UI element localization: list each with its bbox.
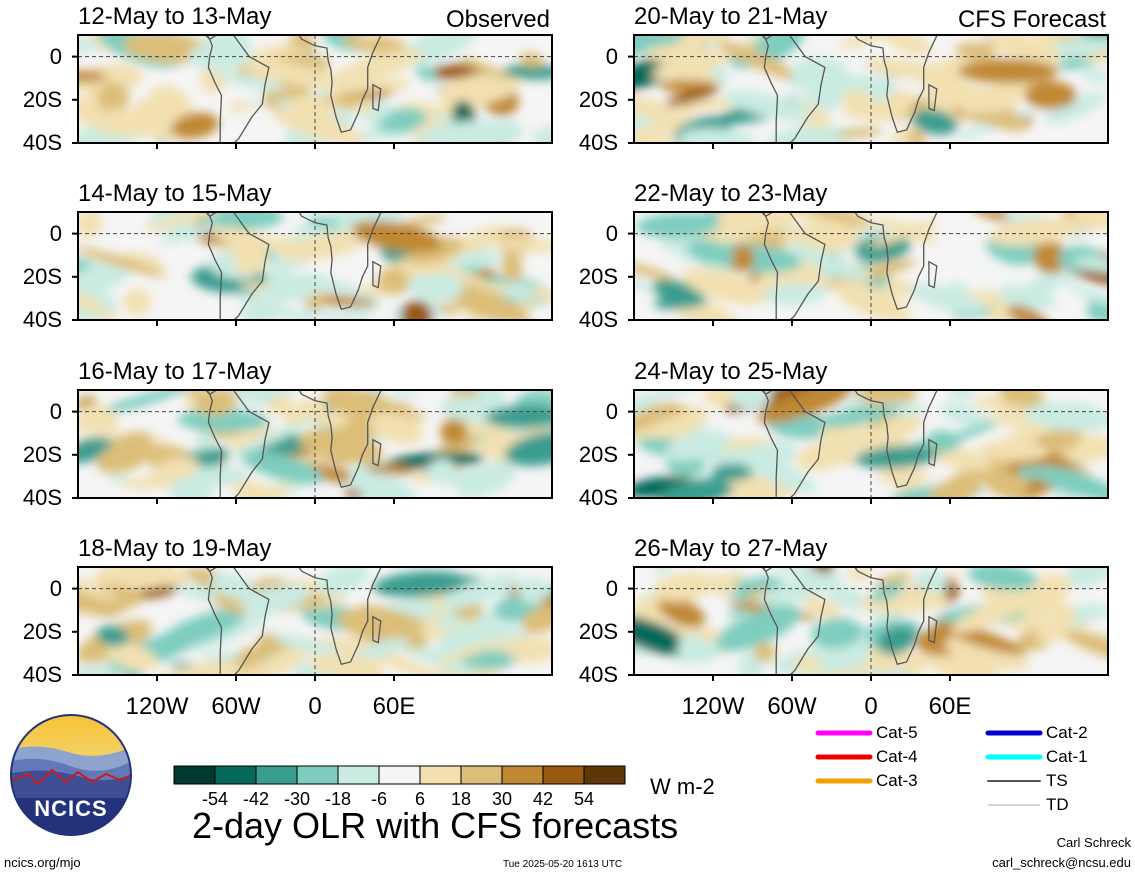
- colorbar-tick-label: -30: [283, 789, 311, 809]
- map-panel: [72, 389, 553, 504]
- footer-author: Carl Schreck: [1056, 835, 1131, 850]
- colorbar-tick-label: -18: [324, 789, 352, 809]
- storm-legend-label: Cat-1: [1046, 747, 1088, 766]
- olr-field: [78, 212, 552, 320]
- y-tick-label: 20S: [578, 618, 618, 644]
- colorbar-swatch: [460, 765, 503, 785]
- colorbar-swatch: [378, 765, 421, 785]
- y-tick-label: 40S: [578, 307, 618, 332]
- x-tick-label: 60E: [372, 693, 416, 720]
- y-tick-label: 20S: [22, 263, 62, 289]
- y-tick-label: 20S: [22, 618, 62, 644]
- y-tick-label: 20S: [22, 86, 62, 112]
- map-panel: [72, 34, 553, 149]
- y-tick-label: 0: [49, 220, 62, 246]
- storm-legend-label: Cat-4: [876, 747, 918, 766]
- colorbar-swatch: [214, 765, 257, 785]
- colorbar-swatch: [296, 765, 339, 785]
- figure-title: 2-day OLR with CFS forecasts: [192, 805, 679, 846]
- y-tick-label: 40S: [578, 485, 618, 510]
- colorbar-tick-label: 42: [532, 789, 554, 809]
- storm-legend-label: Cat-3: [876, 771, 918, 790]
- y-tick-label: 0: [605, 220, 618, 246]
- x-tick-label: 120W: [681, 693, 745, 720]
- y-tick-label: 0: [49, 398, 62, 424]
- y-tick-label: 0: [605, 398, 618, 424]
- storm-legend-label: Cat-2: [1046, 723, 1088, 742]
- colorbar-tick-label: 30: [491, 789, 513, 809]
- colorbar-tick-label: -42: [242, 789, 270, 809]
- map-panel: [628, 211, 1109, 326]
- y-tick-label: 0: [605, 43, 618, 69]
- x-tick-label: 0: [308, 693, 322, 720]
- y-tick-label: 20S: [578, 263, 618, 289]
- storm-legend-label: Cat-5: [876, 723, 918, 742]
- y-tick-label: 40S: [22, 662, 62, 687]
- colorbar-tick-label: 54: [573, 789, 595, 809]
- x-tick-label: 60W: [211, 693, 261, 720]
- y-tick-label: 0: [49, 575, 62, 601]
- x-tick-label: 60W: [767, 693, 817, 720]
- storm-legend-label: TS: [1046, 771, 1068, 790]
- map-panel: [72, 566, 553, 681]
- colorbar-tick-label: 18: [450, 789, 472, 809]
- panel-title: 12-May to 13-May: [78, 3, 272, 30]
- olr-field: [78, 35, 552, 143]
- y-tick-label: 0: [605, 575, 618, 601]
- colorbar-tick-label: 6: [414, 789, 426, 809]
- colorbar-tick-label: -6: [370, 789, 388, 809]
- panel-source-label: Observed: [445, 6, 550, 33]
- panel-title: 26-May to 27-May: [634, 535, 828, 562]
- y-tick-label: 40S: [578, 662, 618, 687]
- x-tick-label: 0: [864, 693, 878, 720]
- colorbar-swatch: [501, 765, 544, 785]
- y-tick-label: 20S: [578, 86, 618, 112]
- logo-text: NCICS: [34, 796, 108, 821]
- colorbar-swatch: [337, 765, 380, 785]
- olr-field: [634, 567, 1108, 675]
- x-tick-label: 60E: [928, 693, 972, 720]
- map-panel: [628, 389, 1109, 504]
- map-panel: [72, 211, 553, 326]
- panel-source-label: CFS Forecast: [957, 6, 1106, 33]
- y-tick-label: 40S: [22, 485, 62, 510]
- olr-field: [634, 212, 1108, 320]
- ncics-logo: NCICS: [8, 712, 134, 838]
- storm-legend-label: TD: [1046, 795, 1069, 814]
- y-tick-label: 40S: [22, 130, 62, 155]
- olr-field: [78, 567, 552, 675]
- colorbar-swatch: [419, 765, 462, 785]
- footer-url: ncics.org/mjo: [4, 855, 81, 870]
- panel-title: 20-May to 21-May: [634, 3, 828, 30]
- x-tick-label: 120W: [125, 693, 189, 720]
- y-tick-label: 40S: [578, 130, 618, 155]
- footer-email: carl_schreck@ncsu.edu: [992, 855, 1131, 870]
- y-tick-label: 20S: [22, 441, 62, 467]
- colorbar-swatch: [173, 765, 216, 785]
- colorbar-swatch: [542, 765, 585, 785]
- colorbar-swatch: [583, 765, 626, 785]
- y-tick-label: 40S: [22, 307, 62, 332]
- colorbar-swatch: [255, 765, 298, 785]
- panel-title: 22-May to 23-May: [634, 180, 828, 207]
- map-panel: [628, 566, 1109, 681]
- olr-field: [634, 390, 1108, 498]
- panel-title: 24-May to 25-May: [634, 358, 828, 385]
- panel-title: 14-May to 15-May: [78, 180, 272, 207]
- panel-title: 16-May to 17-May: [78, 358, 272, 385]
- panel-title: 18-May to 19-May: [78, 535, 272, 562]
- colorbar-tick-label: -54: [201, 789, 229, 809]
- y-tick-label: 0: [49, 43, 62, 69]
- olr-field: [634, 35, 1108, 143]
- y-tick-label: 20S: [578, 441, 618, 467]
- map-panel: [628, 34, 1109, 149]
- footer-timestamp: Tue 2025-05-20 1613 UTC: [503, 859, 623, 870]
- units-label: W m-2: [650, 774, 715, 799]
